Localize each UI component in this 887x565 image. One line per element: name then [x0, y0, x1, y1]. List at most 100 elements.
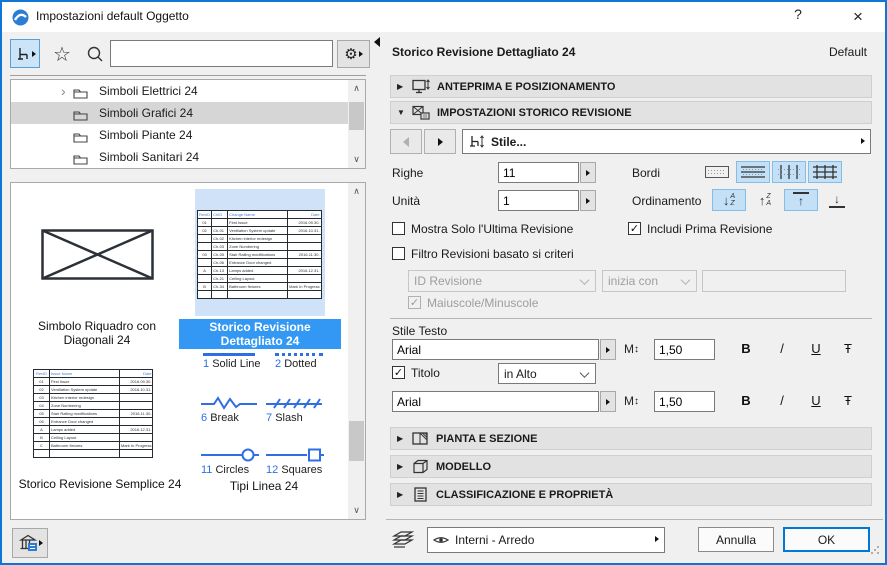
maiuscole-checkbox[interactable]: ✓ — [408, 296, 421, 309]
size-input-1[interactable] — [654, 339, 715, 360]
title-bar: Impostazioni default Oggetto ? × — [2, 2, 885, 32]
table-row: Ch-21 Ceiling Layout — [196, 274, 322, 283]
tree-item-simboli-grafici[interactable]: Simboli Grafici 24 — [11, 102, 365, 124]
sort-ascending-button[interactable]: ↓ A Z — [712, 189, 746, 211]
section-label: PIANTA E SEZIONE — [436, 432, 538, 445]
table-cell: 01 — [196, 218, 213, 227]
filtro-revisioni-checkbox[interactable] — [392, 247, 405, 260]
tree-scrollbar[interactable]: ∧ ∨ — [348, 80, 365, 168]
filter-value-input[interactable] — [702, 270, 846, 292]
help-button[interactable]: ? — [794, 6, 802, 22]
font-flyout-button-2[interactable] — [600, 391, 616, 412]
cancel-button[interactable]: Annulla — [698, 527, 774, 552]
table-cell — [196, 290, 213, 299]
table-cell — [227, 290, 289, 299]
section-modello[interactable]: ▶ MODELLO — [390, 455, 872, 478]
search-input[interactable] — [110, 40, 333, 67]
unita-input[interactable] — [498, 190, 579, 211]
size-input-2[interactable] — [654, 391, 715, 412]
tree-item-simboli-elettrici[interactable]: › Simboli Elettrici 24 — [11, 80, 365, 102]
library-tree: › Simboli Elettrici 24 Simboli Grafici 2… — [10, 79, 366, 169]
section-pianta[interactable]: ▶ PIANTA E SEZIONE — [390, 427, 872, 450]
scroll-thumb[interactable] — [349, 421, 364, 461]
table-cell: Ventilation System update — [49, 385, 120, 394]
table-cell: 2016.10.31. — [287, 226, 322, 235]
expanded-arrow-icon: ▼ — [397, 108, 405, 117]
font-flyout-button-1[interactable] — [600, 339, 616, 360]
align-top-button[interactable]: ↑ — [784, 189, 818, 211]
section-anteprima[interactable]: ▶ ANTEPRIMA E POSIZIONAMENTO — [390, 75, 872, 98]
library-manager-button[interactable] — [12, 528, 48, 558]
bordi-vertical-button[interactable] — [772, 161, 806, 183]
titolo-label: Titolo — [411, 366, 440, 380]
bordi-grid-button[interactable] — [808, 161, 842, 183]
next-favorite-button[interactable] — [424, 129, 456, 154]
tree-item-simboli-sanitari[interactable]: Simboli Sanitari 24 — [11, 146, 365, 168]
filter-field-dropdown[interactable]: ID Revisione — [408, 270, 596, 292]
align-bottom-button[interactable]: ↓ — [820, 189, 854, 211]
previous-favorite-button[interactable] — [390, 129, 422, 154]
filter-operator-dropdown[interactable]: inizia con — [602, 270, 697, 292]
table-row: A Lamps added 2016.12.31. — [33, 425, 154, 434]
tree-item-simboli-piante[interactable]: Simboli Piante 24 — [11, 124, 365, 146]
righe-input[interactable] — [498, 162, 579, 183]
preview-item-storico-semplice[interactable]: RevID Issue Name Date 01 First Issue 2016.09.… — [33, 369, 155, 461]
unita-spin-button[interactable] — [580, 190, 596, 211]
table-row: 05 Stair Railing modifications 2016.11.30. — [33, 409, 154, 418]
table-cell: ChID — [211, 210, 229, 219]
righe-spin-button[interactable] — [580, 162, 596, 183]
italic-button-1[interactable]: / — [780, 341, 784, 356]
preview-label[interactable]: Storico Revisione Semplice 24 — [18, 477, 182, 491]
settings-gear-button[interactable]: ⚙ — [337, 40, 370, 68]
font-input-1[interactable] — [392, 339, 599, 360]
section-impostazioni-storico[interactable]: ▼ IMPOSTAZIONI STORICO REVISIONE — [390, 101, 872, 124]
preview-item-storico-dettagliato[interactable]: RevID ChID Change Name Date 01 First Issue 201… — [195, 189, 325, 316]
bordi-none-button[interactable] — [700, 161, 734, 183]
section-label: ANTEPRIMA E POSIZIONAMENTO — [437, 80, 616, 93]
preview-item-riquadro-diagonali[interactable] — [41, 229, 154, 285]
favorites-button[interactable]: ☆ — [53, 43, 71, 66]
table-cell: 2016.11.30. — [118, 409, 154, 418]
strikethrough-button-1[interactable]: Ŧ — [844, 341, 852, 356]
collapse-pane-icon[interactable] — [374, 37, 380, 47]
expander-icon[interactable]: › — [61, 83, 66, 99]
pane-splitter[interactable] — [368, 32, 386, 563]
font-input-2[interactable] — [392, 391, 599, 412]
italic-button-2[interactable]: / — [780, 393, 784, 408]
scroll-down-icon[interactable]: ∨ — [353, 154, 360, 164]
sort-descending-button[interactable]: ↑ Z A — [748, 189, 782, 211]
includi-prima-checkbox[interactable]: ✓ — [628, 222, 641, 235]
mostra-ultima-checkbox[interactable] — [392, 222, 405, 235]
titolo-checkbox[interactable]: ✓ — [392, 366, 405, 379]
spin-arrow-icon — [606, 346, 610, 353]
preview-label-selected[interactable]: Storico Revisione Dettagliato 24 — [179, 319, 341, 349]
previous-arrow-icon — [403, 136, 409, 147]
layer-dropdown[interactable]: Interni - Arredo — [427, 527, 665, 553]
ordinamento-toggle-group: ↓ A Z ↑ Z A ↑ ↓ — [712, 189, 854, 211]
scroll-up-icon[interactable]: ∧ — [353, 186, 360, 196]
bold-button-2[interactable]: B — [741, 393, 751, 408]
object-type-button[interactable] — [10, 39, 40, 68]
scroll-thumb[interactable] — [349, 102, 364, 130]
underline-button-2[interactable]: U — [811, 393, 821, 408]
bold-button-1[interactable]: B — [741, 341, 751, 356]
underline-button-1[interactable]: U — [811, 341, 821, 356]
preview-label[interactable]: Tipi Linea 24 — [229, 479, 299, 493]
titolo-position-dropdown[interactable]: in Alto — [498, 363, 596, 384]
scroll-up-icon[interactable]: ∧ — [353, 83, 360, 93]
close-icon[interactable]: × — [853, 7, 863, 26]
chair-icon — [17, 47, 28, 60]
preview-scrollbar[interactable]: ∧ ∨ — [348, 183, 365, 519]
stile-dropdown[interactable]: Stile... — [462, 129, 871, 154]
table-row: 03 Ch-05 Stair Railing modifications 2016.1… — [196, 250, 322, 259]
resize-grip[interactable] — [870, 542, 880, 560]
scroll-down-icon[interactable]: ∨ — [353, 505, 360, 515]
bordi-horizontal-button[interactable] — [736, 161, 770, 183]
tree-item-label: Simboli Elettrici 24 — [99, 84, 198, 98]
strikethrough-button-2[interactable]: Ŧ — [844, 393, 852, 408]
search-icon[interactable] — [82, 41, 108, 67]
section-classificazione[interactable]: ▶ CLASSIFICAZIONE E PROPRIETÀ — [390, 483, 872, 506]
table-cell — [196, 274, 213, 283]
preview-label[interactable]: Simbolo Riquadro con Diagonali 24 — [37, 319, 157, 347]
ok-button[interactable]: OK — [783, 527, 870, 552]
